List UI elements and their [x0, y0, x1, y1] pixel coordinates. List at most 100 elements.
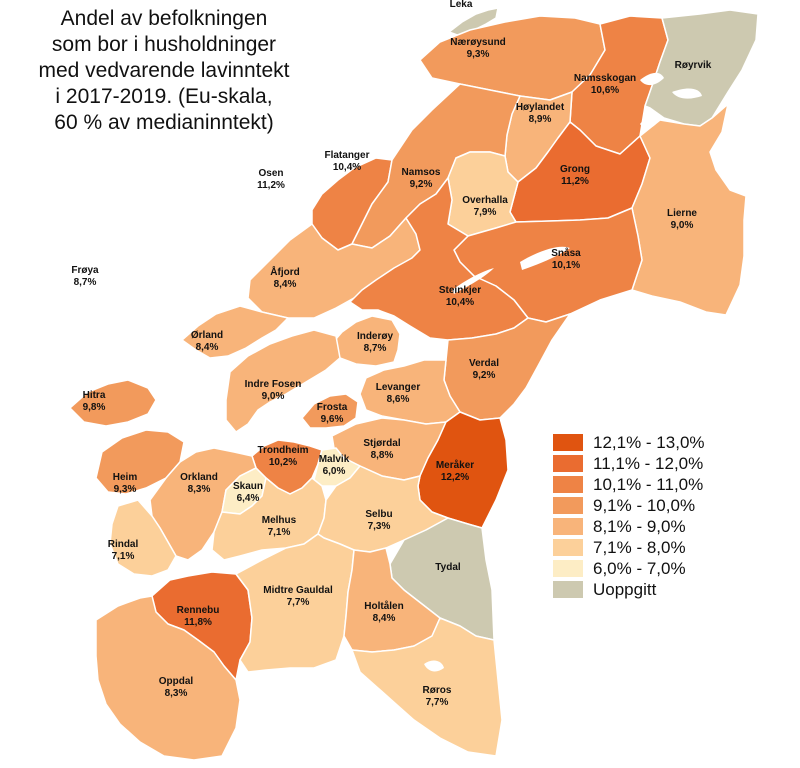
legend-swatch	[553, 476, 583, 493]
municipality-name-grong: Grong	[560, 164, 590, 175]
municipality-value-namsskogan: 10,6%	[591, 85, 619, 96]
municipality-value-inderoy: 8,7%	[364, 343, 387, 354]
municipality-value-selbu: 7,3%	[368, 521, 391, 532]
municipality-name-snasa: Snåsa	[551, 247, 581, 259]
municipality-value-oppdal: 8,3%	[165, 688, 188, 699]
region-frosta	[301, 393, 359, 429]
municipality-value-overhalla: 7,9%	[474, 207, 497, 218]
municipality-value-meraker: 12,2%	[441, 472, 469, 483]
title-line-3: med vedvarende lavinntekt	[38, 59, 290, 82]
municipality-value-rennebu: 11,8%	[184, 617, 212, 628]
municipality-name-malvik: Malvik	[319, 454, 350, 465]
legend-swatch	[553, 581, 583, 598]
municipality-value-holtalen: 8,4%	[373, 613, 396, 624]
municipality-name-hitra: Hitra	[83, 390, 106, 401]
municipality-value-trondheim: 10,2%	[269, 457, 297, 468]
municipality-name-selbu: Selbu	[365, 509, 392, 520]
municipality-name-royrvik: Røyrvik	[675, 60, 712, 71]
municipality-value-osen: 11,2%	[257, 180, 285, 191]
municipality-value-midtre-gauldal: 7,7%	[287, 597, 310, 608]
municipality-name-verdal: Verdal	[469, 358, 499, 369]
legend-swatch	[553, 455, 583, 472]
lake-shape	[640, 118, 656, 129]
region-inderoy	[329, 315, 401, 367]
municipality-name-hoylandet: Høylandet	[516, 102, 565, 113]
lake-shape	[520, 246, 570, 270]
municipality-name-namsos: Namsos	[402, 167, 441, 178]
lake-shape	[452, 268, 494, 294]
municipality-value-frosta: 9,6%	[321, 414, 344, 425]
municipality-value-namsos: 9,2%	[410, 179, 433, 190]
lake-shape	[424, 660, 444, 672]
legend-item: 9,1% - 10,0%	[553, 495, 705, 516]
municipality-name-steinkjer: Steinkjer	[439, 285, 481, 296]
legend-label: Uoppgitt	[593, 579, 657, 599]
municipality-value-skaun: 6,4%	[237, 493, 260, 504]
legend-swatch	[553, 518, 583, 535]
municipality-name-midtre-gauldal: Midtre Gauldal	[263, 585, 333, 596]
title-line-2: som bor i husholdninger	[51, 33, 277, 56]
municipality-name-meraker: Meråker	[436, 459, 474, 471]
municipality-value-verdal: 9,2%	[473, 370, 496, 381]
municipality-name-oppdal: Oppdal	[159, 676, 194, 687]
municipality-name-lierne: Lierne	[667, 208, 697, 219]
municipality-name-naeroysund: Nærøysund	[450, 37, 506, 48]
municipality-value-afjord: 8,4%	[274, 279, 297, 290]
legend-item: 12,1% - 13,0%	[553, 432, 705, 453]
legend-label: 11,1% - 12,0%	[593, 453, 704, 473]
legend-swatch	[553, 434, 583, 451]
municipality-name-tydal: Tydal	[435, 562, 461, 573]
legend-label: 10,1% - 11,0%	[593, 474, 704, 494]
municipality-name-melhus: Melhus	[262, 515, 297, 526]
municipality-name-afjord: Åfjord	[270, 265, 299, 278]
legend-label: 9,1% - 10,0%	[593, 495, 696, 515]
region-oppdal	[95, 595, 241, 761]
municipality-value-naeroysund: 9,3%	[467, 49, 490, 60]
legend-item: 7,1% - 8,0%	[553, 537, 705, 558]
municipality-name-osen: Osen	[258, 168, 283, 179]
map-title: Andel av befolkningen som bor i husholdn…	[14, 6, 314, 136]
municipality-value-grong: 11,2%	[561, 176, 589, 187]
municipality-name-stjordal: Stjørdal	[363, 438, 400, 449]
map-legend: 12,1% - 13,0% 11,1% - 12,0% 10,1% - 11,0…	[553, 432, 705, 600]
municipality-name-orkland: Orkland	[180, 472, 218, 483]
municipality-name-heim: Heim	[113, 472, 138, 483]
municipality-value-melhus: 7,1%	[268, 527, 291, 538]
municipality-value-levanger: 8,6%	[387, 394, 410, 405]
municipality-value-orkland: 8,3%	[188, 484, 211, 495]
legend-item: 6,0% - 7,0%	[553, 558, 705, 579]
legend-swatch	[553, 497, 583, 514]
legend-label: 12,1% - 13,0%	[593, 432, 705, 452]
municipality-name-trondheim: Trondheim	[257, 445, 308, 456]
municipality-value-malvik: 6,0%	[323, 466, 346, 477]
municipality-name-indre-fosen: Indre Fosen	[245, 379, 302, 390]
municipality-value-heim: 9,3%	[114, 484, 137, 495]
municipality-name-froya: Frøya	[71, 265, 99, 276]
municipality-value-stjordal: 8,8%	[371, 450, 394, 461]
municipality-name-overhalla: Overhalla	[462, 195, 508, 206]
municipality-name-inderoy: Inderøy	[357, 331, 394, 342]
municipality-name-rennebu: Rennebu	[177, 605, 220, 616]
title-line-1: Andel av befolkningen	[60, 7, 268, 30]
region-rindal	[109, 499, 177, 577]
municipality-name-holtalen: Holtålen	[364, 600, 403, 612]
municipality-value-froya: 8,7%	[74, 277, 97, 288]
legend-item: 11,1% - 12,0%	[553, 453, 705, 474]
region-hitra	[69, 379, 157, 427]
municipality-name-roros: Røros	[423, 685, 452, 696]
municipality-value-flatanger: 10,4%	[333, 162, 361, 173]
lake-shape	[640, 72, 664, 86]
legend-label: 7,1% - 8,0%	[593, 537, 686, 557]
legend-item: 8,1% - 9,0%	[553, 516, 705, 537]
municipality-name-frosta: Frosta	[317, 402, 348, 413]
legend-item: 10,1% - 11,0%	[553, 474, 705, 495]
region-roros	[351, 617, 503, 757]
municipality-name-flatanger: Flatanger	[324, 150, 369, 161]
municipality-value-orland: 8,4%	[196, 342, 219, 353]
municipality-value-indre-fosen: 9,0%	[262, 391, 285, 402]
legend-label: 6,0% - 7,0%	[593, 558, 686, 578]
municipality-value-lierne: 9,0%	[671, 220, 694, 231]
municipality-name-levanger: Levanger	[376, 382, 421, 393]
region-indre-fosen	[225, 329, 341, 433]
